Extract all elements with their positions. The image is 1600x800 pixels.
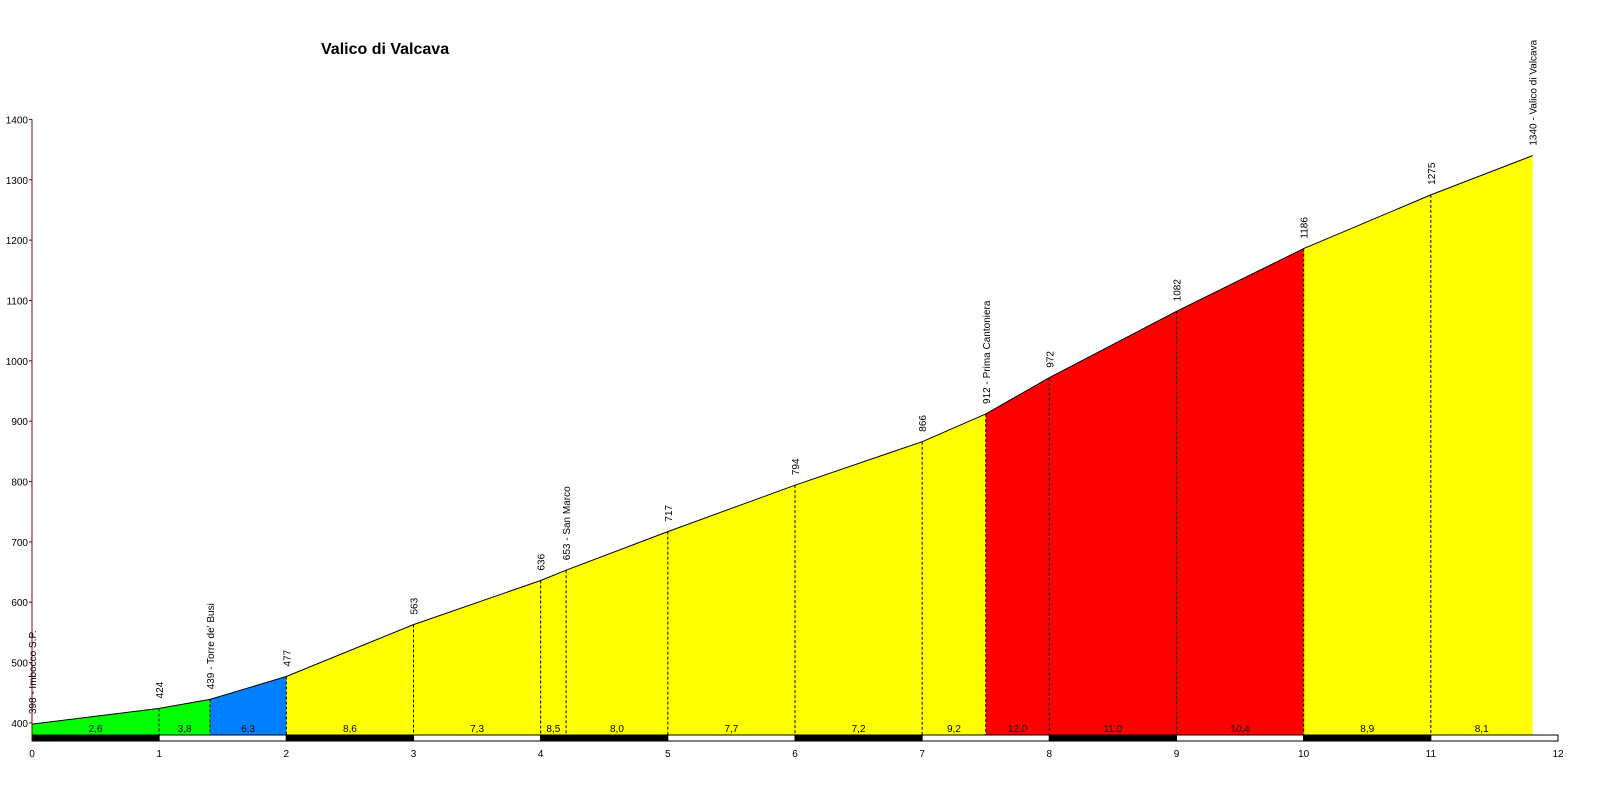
km-strip-cell xyxy=(1430,734,1559,742)
x-tick-label: 3 xyxy=(411,749,417,760)
km-strip-cell xyxy=(285,734,415,742)
x-tick-label: 11 xyxy=(1426,749,1437,760)
profile-segment-14 xyxy=(1303,194,1431,735)
gradient-label: 3,8 xyxy=(178,724,192,735)
profile-line xyxy=(31,155,1533,725)
km-strip-cell xyxy=(1048,734,1178,742)
x-tick-label: 9 xyxy=(1174,749,1180,760)
y-tick-label: 700 xyxy=(11,538,28,549)
gradient-label: 8,1 xyxy=(1475,724,1489,735)
point-label: 439 - Torre de' Busi xyxy=(206,603,217,689)
gradient-label: 9,2 xyxy=(947,724,961,735)
point-label: 424 xyxy=(155,681,166,698)
point-label: 717 xyxy=(664,504,675,521)
point-label: 866 xyxy=(918,415,929,432)
x-tick-label: 6 xyxy=(792,749,798,760)
profile-segment-15 xyxy=(1430,155,1533,735)
y-tick-label: 1400 xyxy=(6,115,29,126)
profile-segment-10 xyxy=(922,413,986,735)
x-tick-label: 1 xyxy=(156,749,162,760)
point-label: 1082 xyxy=(1173,279,1184,302)
profile-segment-2 xyxy=(159,699,211,735)
y-tick-label: 1100 xyxy=(6,296,28,307)
km-strip-cell xyxy=(921,734,1050,742)
gradient-label: 6,3 xyxy=(241,724,255,735)
y-tick-label: 1300 xyxy=(6,176,29,187)
profile-segment-8 xyxy=(667,485,795,735)
x-tick-label: 10 xyxy=(1298,749,1310,760)
profile-segment-9 xyxy=(795,441,923,735)
profile-segment-13 xyxy=(1176,248,1304,736)
point-label: 794 xyxy=(791,458,802,475)
y-tick-label: 500 xyxy=(11,659,28,670)
x-tick-label: 2 xyxy=(284,749,290,760)
x-tick-label: 8 xyxy=(1047,749,1053,760)
point-label: 563 xyxy=(410,597,421,614)
point-label: 477 xyxy=(282,649,293,666)
km-strip-cell xyxy=(1303,734,1432,742)
y-tick-label: 800 xyxy=(11,478,28,489)
km-strip-cell xyxy=(31,734,160,742)
gradient-label: 12,0 xyxy=(1008,724,1028,735)
gradient-label: 7,3 xyxy=(470,724,484,735)
x-tick-label: 7 xyxy=(919,749,925,760)
y-tick-label: 900 xyxy=(11,417,28,428)
profile-segment-1 xyxy=(32,708,160,735)
km-strip-cell xyxy=(1176,734,1305,742)
km-strip-cell xyxy=(158,734,287,742)
y-tick-label: 1200 xyxy=(6,236,29,247)
x-tick-label: 4 xyxy=(538,749,544,760)
gradient-label: 10,4 xyxy=(1230,724,1250,735)
gradient-label: 8,9 xyxy=(1360,724,1374,735)
km-strip-cell xyxy=(667,734,796,742)
gradient-label: 8,5 xyxy=(546,724,560,735)
gradient-label: 8,6 xyxy=(343,724,357,735)
point-label: 912 - Prima Cantoniera xyxy=(982,300,993,404)
gradient-label: 8,0 xyxy=(610,724,624,735)
profile-segment-6 xyxy=(540,570,567,735)
point-label: 398 - Imbocco S.P. xyxy=(28,630,39,714)
profile-segment-11 xyxy=(985,377,1050,735)
point-label: 1340 - Valico di Valcava xyxy=(1529,39,1540,145)
profile-segment-3 xyxy=(210,676,287,735)
point-label: 653 - San Marco xyxy=(562,486,573,560)
x-tick-label: 0 xyxy=(29,749,35,760)
y-tick-label: 400 xyxy=(11,719,28,730)
point-label: 1186 xyxy=(1300,217,1311,239)
point-label: 1275 xyxy=(1427,162,1438,185)
gradient-label: 2,6 xyxy=(89,724,103,735)
profile-segment-12 xyxy=(1049,311,1177,735)
y-tick-label: 1000 xyxy=(6,357,29,368)
y-tick-label: 600 xyxy=(11,598,28,609)
x-tick-label: 5 xyxy=(665,749,671,760)
gradient-label: 11,0 xyxy=(1104,724,1123,735)
gradient-label: 7,2 xyxy=(852,724,866,735)
km-strip-cell xyxy=(794,734,923,742)
x-tick-label: 12 xyxy=(1552,749,1564,760)
km-strip-cell xyxy=(413,734,542,742)
profile-segment-7 xyxy=(566,531,668,735)
gradient-label: 7,7 xyxy=(724,724,738,735)
profile-segment-5 xyxy=(413,580,541,735)
point-label: 636 xyxy=(537,553,548,570)
chart-title: Valico di Valcava xyxy=(321,41,449,58)
profile-segment-4 xyxy=(286,624,414,735)
km-strip-cell xyxy=(540,734,669,742)
point-label: 972 xyxy=(1045,351,1056,368)
